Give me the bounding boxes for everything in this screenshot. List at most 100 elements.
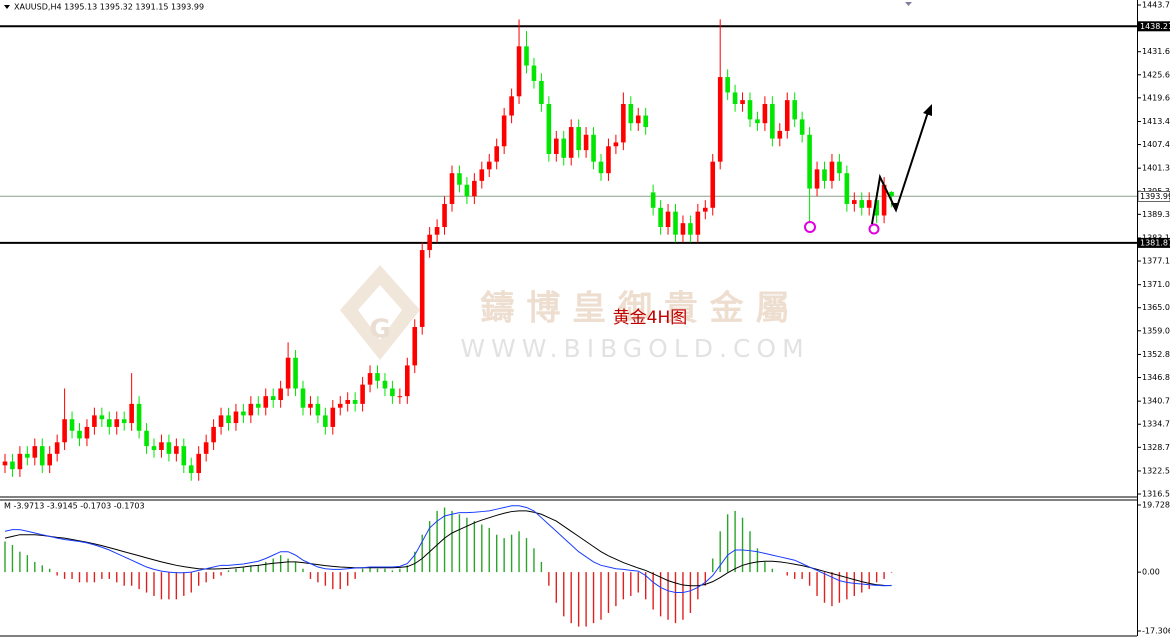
indicator-line	[4, 510, 892, 587]
candle-body	[151, 446, 157, 450]
y-tick-label: 1371.00	[1142, 280, 1170, 289]
candle-body	[211, 426, 216, 443]
y-tick-label: 1352.85	[1142, 350, 1170, 359]
candle-body	[397, 396, 403, 398]
candle-body	[539, 80, 544, 104]
candle-body	[293, 357, 298, 389]
candle-body	[494, 146, 499, 162]
candle-body	[628, 103, 634, 124]
candle-body	[136, 403, 142, 431]
candle-body	[196, 453, 201, 474]
candle-body	[814, 169, 820, 189]
candle-body	[710, 161, 716, 208]
candle-body	[337, 403, 343, 408]
candle-body	[263, 396, 269, 408]
candle-body	[241, 411, 246, 416]
candle-body	[62, 419, 67, 443]
candle-body	[434, 227, 440, 235]
candle-body	[256, 403, 261, 408]
candle-body	[665, 211, 671, 228]
candle-body	[352, 400, 358, 404]
candle-body	[635, 115, 641, 124]
candle-body	[419, 250, 425, 327]
candle-body	[203, 442, 209, 454]
candle-body	[174, 446, 179, 454]
candle-body	[688, 223, 693, 235]
candle-body	[546, 103, 552, 154]
candle-body	[345, 400, 350, 404]
y-tick-label: 1316.55	[1142, 490, 1170, 499]
candle-body	[382, 380, 388, 389]
y-tick-label: 1419.60	[1142, 93, 1170, 102]
candle-body	[248, 403, 254, 416]
candle-body	[17, 453, 23, 470]
level-label: 1381.87	[1140, 238, 1170, 247]
candle-body	[308, 403, 313, 408]
candle-body	[315, 403, 321, 416]
arrow-head	[923, 104, 932, 116]
candle-body	[799, 119, 805, 135]
candle-body	[375, 373, 380, 381]
candle-body	[554, 138, 559, 154]
candle-body	[770, 103, 775, 139]
chart-header: XAUUSD,H4 1395.13 1395.32 1391.15 1393.9…	[14, 3, 204, 12]
candle-body	[568, 127, 574, 158]
candle-body	[837, 161, 842, 174]
candle-body	[643, 115, 648, 128]
indicator-tick-label: 19.7287	[1142, 501, 1170, 510]
candle-body	[2, 461, 8, 466]
candle-body	[442, 203, 447, 228]
y-tick-label: 1328.70	[1142, 443, 1170, 452]
candle-body	[77, 430, 82, 439]
candle-body	[390, 388, 395, 397]
candle-body	[509, 96, 514, 116]
annotation-arrow	[871, 111, 929, 225]
candle-body	[129, 403, 134, 424]
candle-body	[479, 169, 485, 181]
watermark-brand: 鑄 博 皇 御 貴 金 屬	[479, 289, 789, 329]
shift-marker	[905, 2, 912, 6]
candle-body	[621, 103, 626, 143]
candle-body	[889, 191, 894, 197]
candle-body	[740, 100, 745, 104]
candle-body	[606, 146, 611, 174]
candle-body	[822, 169, 827, 181]
candle-body	[218, 415, 224, 427]
candle-body	[330, 407, 336, 427]
indicator-line	[4, 505, 892, 594]
candle-body	[673, 211, 678, 235]
candle-body	[144, 430, 149, 447]
candle-body	[844, 173, 850, 204]
current-price-label: 1393.99	[1140, 192, 1170, 201]
y-tick-label: 1389.30	[1142, 210, 1170, 219]
candle-body	[732, 92, 738, 104]
candle-body	[501, 115, 507, 147]
candle-body	[285, 357, 291, 389]
candle-body	[181, 446, 187, 466]
candle-body	[695, 211, 701, 235]
watermark-url: WWW.BIBGOLD.COM	[460, 334, 809, 363]
y-tick-label: 1340.70	[1142, 397, 1170, 406]
watermark-logo: G	[340, 265, 420, 360]
candle-body	[613, 142, 619, 147]
y-tick-label: 1431.60	[1142, 47, 1170, 56]
candle-body	[226, 415, 231, 424]
candle-body	[270, 396, 276, 401]
candle-body	[658, 207, 663, 228]
candle-body	[576, 127, 581, 151]
candle-body	[449, 173, 455, 204]
candle-body	[852, 200, 857, 204]
candle-body	[69, 419, 75, 431]
candle-body	[464, 184, 470, 197]
y-tick-label: 1401.30	[1142, 164, 1170, 173]
candle-body	[427, 234, 432, 251]
current-price-box	[1137, 190, 1170, 202]
candle-body	[300, 388, 306, 408]
svg-text:G: G	[369, 315, 390, 345]
candle-body	[561, 138, 567, 158]
candle-body	[278, 388, 283, 401]
level-box	[1138, 237, 1170, 248]
level-label: 1438.21	[1140, 22, 1170, 31]
